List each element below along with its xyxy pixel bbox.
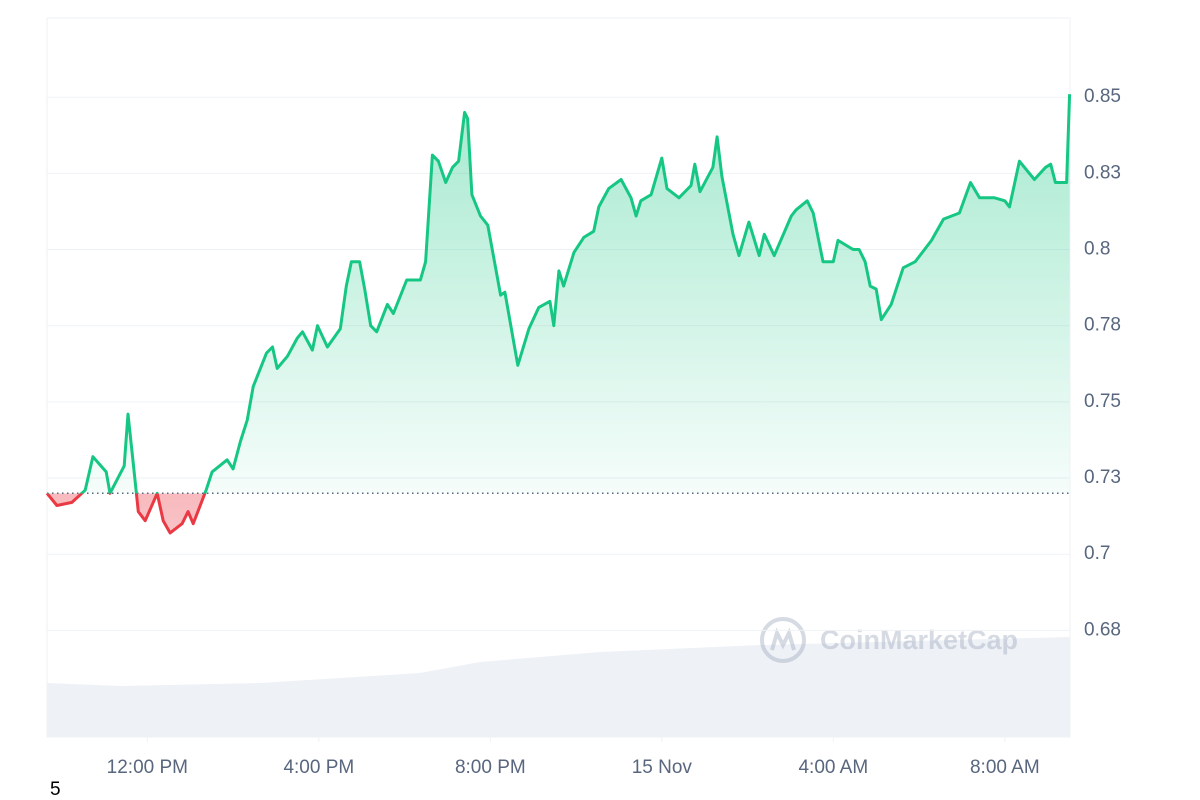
y-tick-label: 0.83: [1084, 162, 1121, 183]
y-tick-label: 0.73: [1084, 467, 1121, 488]
x-tick-label: 15 Nov: [632, 757, 693, 778]
footnote: 5: [50, 779, 61, 800]
x-tick-label: 8:00 PM: [455, 757, 526, 778]
watermark: CoinMarketCap: [760, 617, 1018, 663]
watermark-logo: [760, 617, 806, 663]
x-tick-label: 4:00 PM: [283, 757, 354, 778]
watermark-logo-m: [770, 627, 796, 651]
price-area: [47, 94, 1070, 533]
y-tick-label: 0.85: [1084, 86, 1121, 107]
x-tick-label: 8:00 AM: [970, 757, 1040, 778]
price-line: [45, 94, 1072, 535]
volume-area: [47, 637, 1070, 737]
watermark-text: CoinMarketCap: [820, 625, 1018, 655]
x-tick-label: 12:00 PM: [107, 757, 188, 778]
y-tick-label: 0.78: [1084, 315, 1121, 336]
y-tick-label: 0.75: [1084, 391, 1121, 412]
y-tick-label: 0.8: [1084, 239, 1110, 260]
x-tick-label: 4:00 AM: [798, 757, 868, 778]
y-tick-label: 0.68: [1084, 619, 1121, 640]
y-tick-label: 0.7: [1084, 543, 1110, 564]
